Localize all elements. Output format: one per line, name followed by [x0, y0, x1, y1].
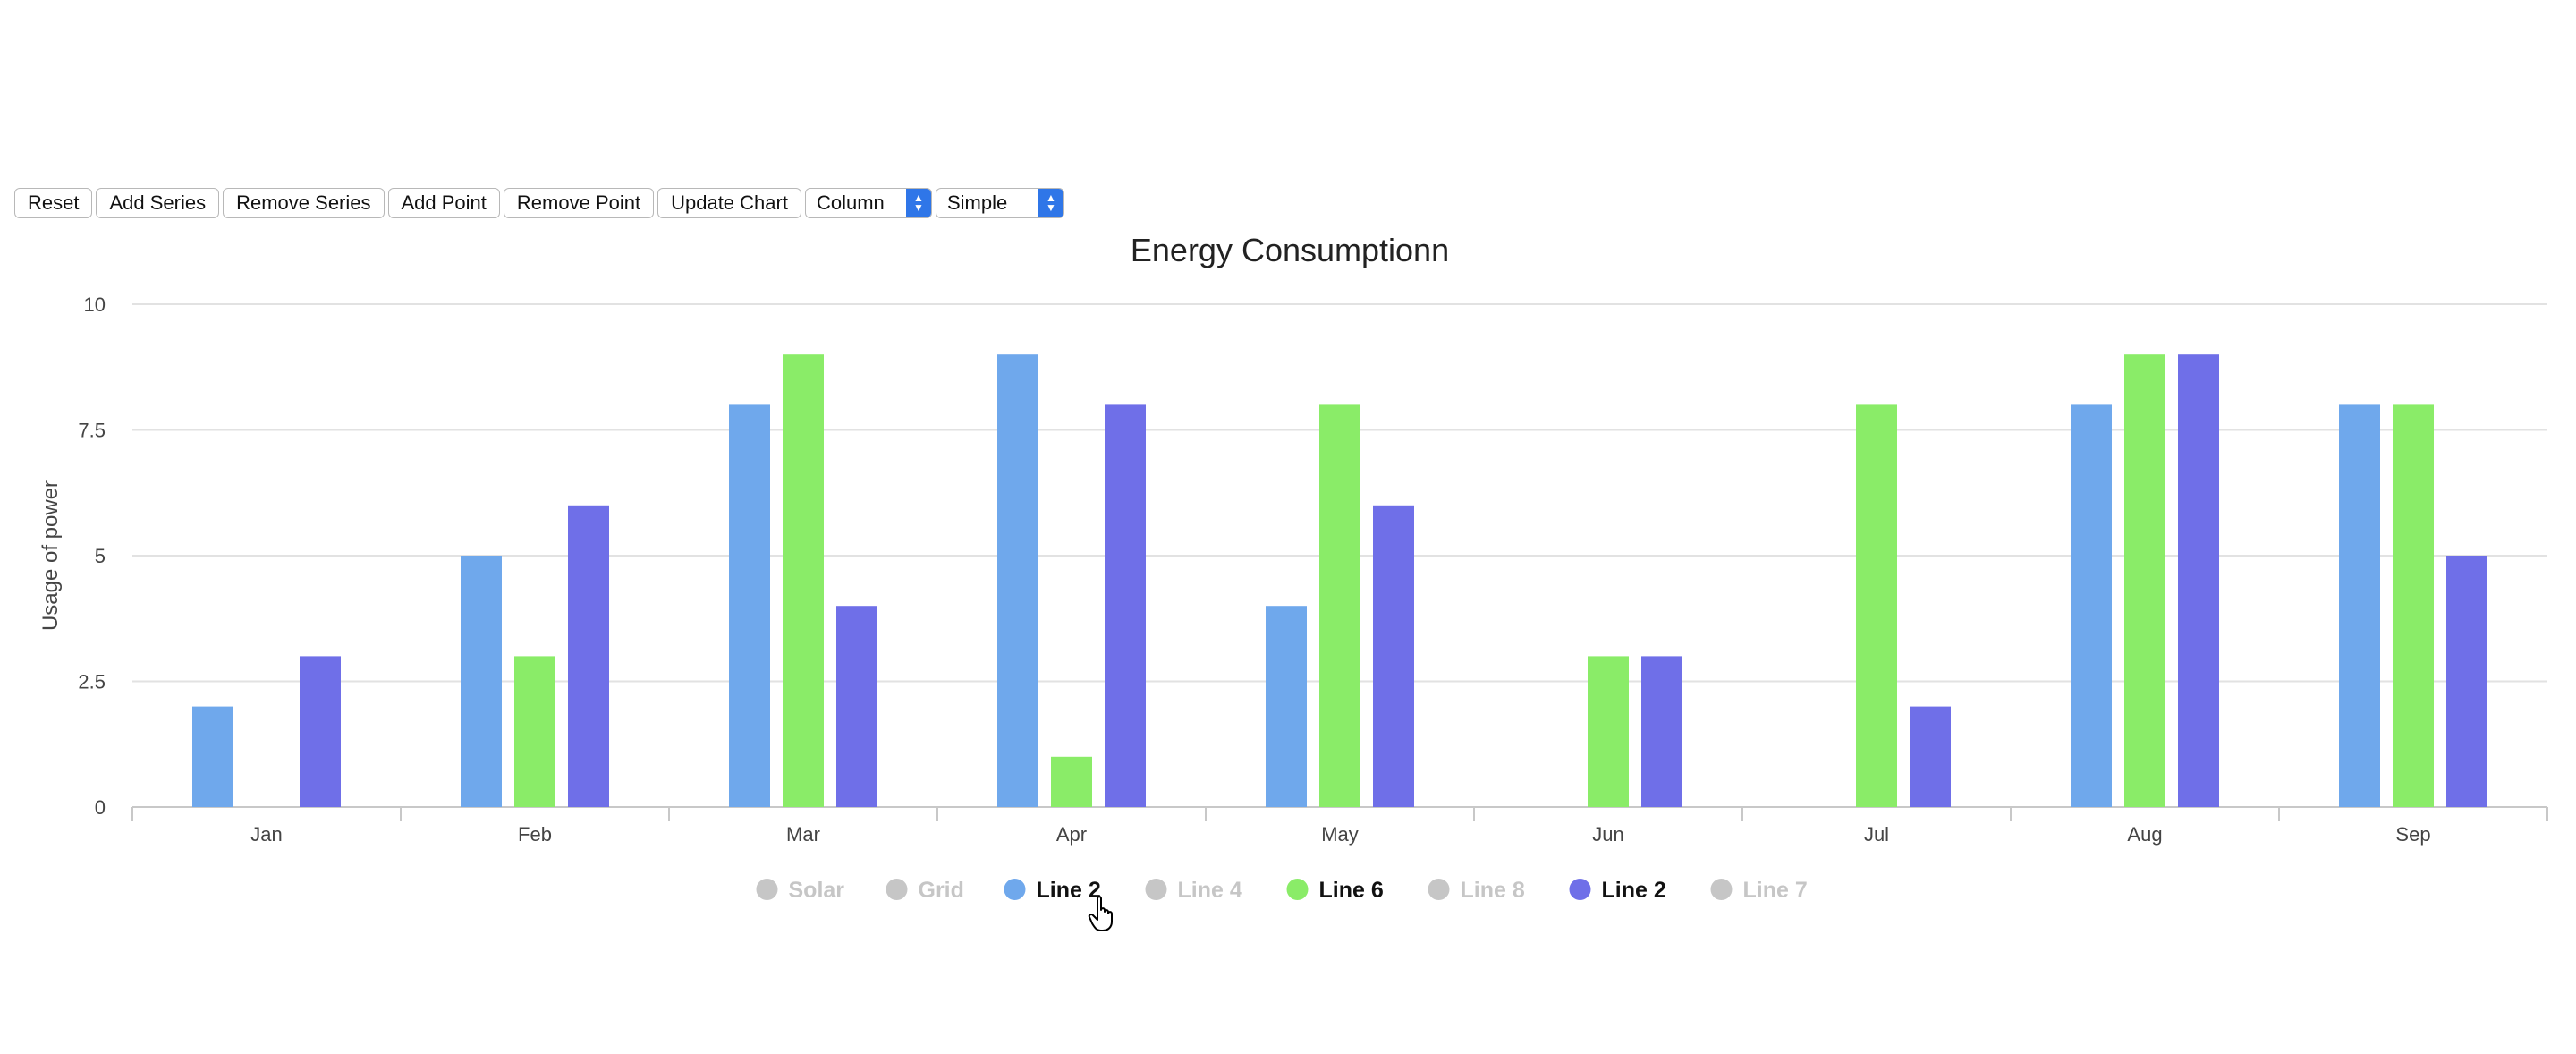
chart-title: Energy Consumptionn	[1131, 232, 1449, 268]
chart-type-select-value: Column	[816, 191, 885, 214]
bar	[192, 706, 233, 807]
legend-item-label[interactable]: Line 2	[1037, 878, 1101, 903]
remove-point-button[interactable]: Remove Point	[503, 188, 655, 218]
x-tick-label: Mar	[786, 823, 820, 846]
remove-series-button[interactable]: Remove Series	[223, 188, 385, 218]
bar	[729, 404, 770, 807]
legend-item-label[interactable]: Line 6	[1319, 878, 1384, 903]
legend-item-label[interactable]: Line 4	[1178, 878, 1242, 903]
legend-marker	[1428, 879, 1450, 900]
y-tick-label: 7.5	[78, 420, 106, 442]
bar	[1319, 404, 1360, 807]
y-tick-label: 10	[84, 293, 106, 316]
legend-marker	[1710, 879, 1733, 900]
bar	[1051, 756, 1092, 807]
legend-item-label[interactable]: Line 8	[1461, 878, 1525, 903]
x-tick-label: Jul	[1864, 823, 1889, 846]
legend-marker	[756, 879, 778, 900]
legend-marker	[1286, 879, 1309, 900]
select-arrows-icon: ▲ ▼	[1038, 189, 1063, 217]
bar	[1266, 606, 1307, 807]
bar	[1373, 505, 1414, 807]
bar	[568, 505, 609, 807]
bar	[1588, 656, 1629, 807]
reset-button[interactable]: Reset	[14, 188, 93, 218]
bar	[2446, 556, 2487, 807]
bar	[1910, 706, 1951, 807]
legend-item-label[interactable]: Line 7	[1743, 878, 1808, 903]
theme-select-value: Simple	[946, 191, 1008, 214]
legend-marker	[1145, 879, 1167, 900]
x-tick-label: Jan	[250, 823, 282, 846]
bar	[300, 656, 341, 807]
x-tick-label: May	[1321, 823, 1359, 846]
bar	[2124, 354, 2165, 807]
add-point-button[interactable]: Add Point	[387, 188, 500, 218]
bar	[1856, 404, 1897, 807]
chart-toolbar: Reset Add Series Remove Series Add Point…	[14, 187, 1064, 219]
add-series-button[interactable]: Add Series	[96, 188, 220, 218]
x-tick-label: Aug	[2127, 823, 2162, 846]
bar	[514, 656, 555, 807]
legend-item-label[interactable]: Line 2	[1602, 878, 1666, 903]
bar	[1105, 404, 1146, 807]
legend-item-label[interactable]: Grid	[919, 878, 964, 903]
x-tick-label: Sep	[2395, 823, 2430, 846]
legend-marker	[1569, 879, 1591, 900]
x-tick-label: Jun	[1592, 823, 1623, 846]
legend-item-label[interactable]: Solar	[789, 878, 845, 903]
x-tick-label: Feb	[518, 823, 552, 846]
y-axis-label: Usage of power	[38, 480, 63, 631]
y-tick-label: 5	[95, 545, 106, 567]
bar	[461, 556, 502, 807]
bar	[836, 606, 877, 807]
bar	[1641, 656, 1682, 807]
y-tick-label: 0	[95, 796, 106, 819]
bar	[783, 354, 824, 807]
hand-pointer-icon	[1088, 896, 1113, 931]
theme-select[interactable]: Simple ▲ ▼	[935, 188, 1064, 218]
x-tick-label: Apr	[1056, 823, 1087, 846]
y-tick-label: 2.5	[78, 671, 106, 693]
bar	[2393, 404, 2434, 807]
legend-marker	[886, 879, 908, 900]
select-arrows-icon: ▲ ▼	[905, 189, 931, 217]
update-chart-button[interactable]: Update Chart	[657, 188, 801, 218]
bar	[2071, 404, 2112, 807]
chart-type-select[interactable]: Column ▲ ▼	[804, 188, 932, 218]
bar	[2178, 354, 2219, 807]
bar	[997, 354, 1038, 807]
legend-marker	[1004, 879, 1026, 900]
bar	[2339, 404, 2380, 807]
